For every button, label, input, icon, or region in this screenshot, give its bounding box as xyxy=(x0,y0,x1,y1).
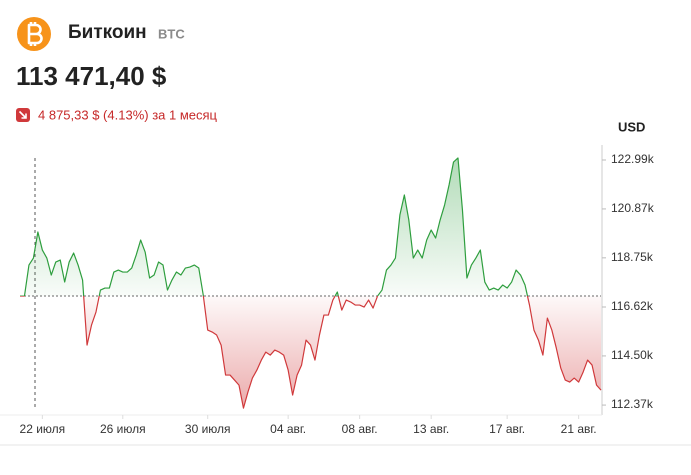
price-line xyxy=(20,157,602,409)
change-icon xyxy=(16,108,30,122)
change: 4 875,33 $ (4.13%) за 1 месяц xyxy=(38,107,218,122)
coin-icon xyxy=(17,17,51,51)
x-tick-label: 17 авг. xyxy=(489,422,525,436)
plot: 122.99k 120.87k 118.75k 116.62k 114.50k 112.3… xyxy=(20,152,655,436)
coin-name: Биткоин xyxy=(68,22,147,43)
x-tick-label: 21 авг. xyxy=(561,422,597,436)
price: 113 471,40 $ xyxy=(16,61,167,91)
x-tick-label: 13 авг. xyxy=(413,422,449,436)
y-tick-label: 114.50k xyxy=(611,348,654,362)
y-tick-label: 118.75k xyxy=(611,250,654,264)
currency-label: USD xyxy=(618,119,645,134)
y-tick-label: 120.87k xyxy=(611,201,655,215)
x-tick-label: 08 авг. xyxy=(342,422,378,436)
y-tick-label: 112.37k xyxy=(611,397,654,411)
x-tick-label: 30 июля xyxy=(185,422,231,436)
coin-ticker: BTC xyxy=(158,26,185,41)
area xyxy=(20,157,601,409)
x-tick-label: 22 июля xyxy=(20,422,66,436)
x-tick-label: 04 авг. xyxy=(270,422,306,436)
x-tick-label: 26 июля xyxy=(100,422,146,436)
y-tick-label: 116.62k xyxy=(611,299,654,313)
y-tick-label: 122.99k xyxy=(611,152,655,166)
